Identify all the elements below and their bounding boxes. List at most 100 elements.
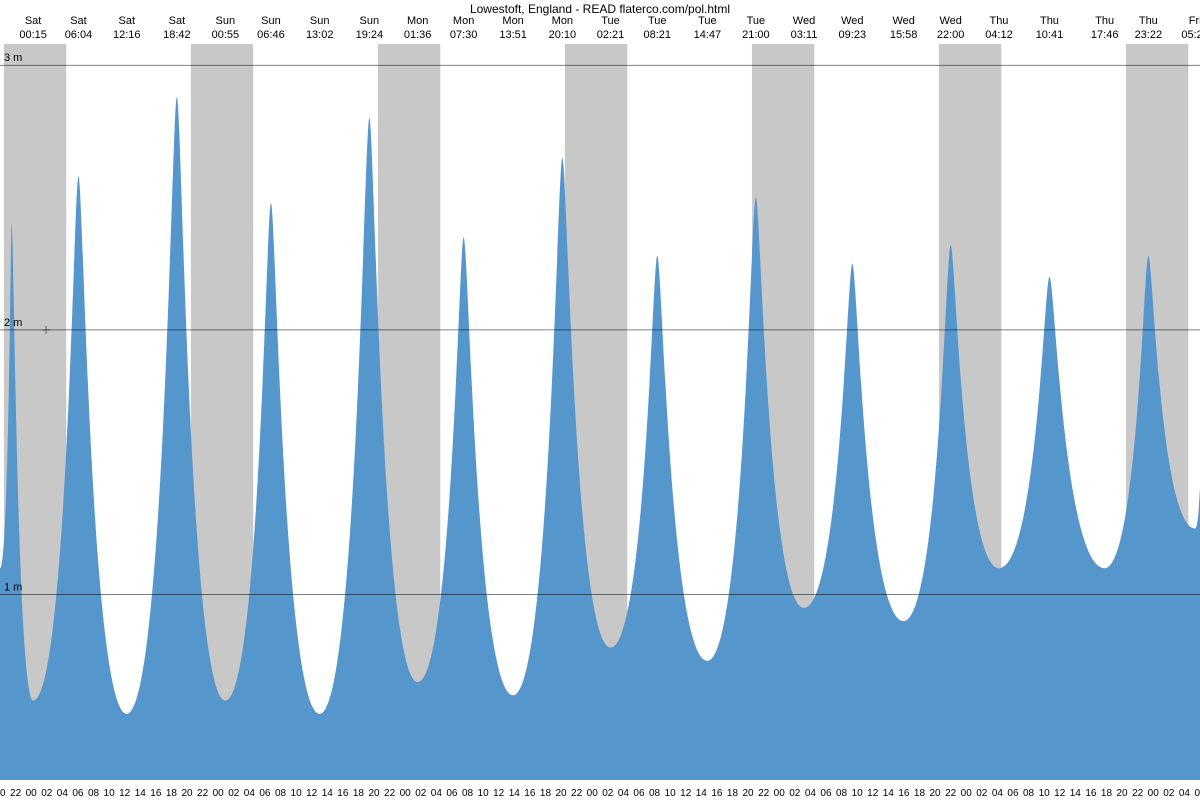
- bottom-hour-label: 08: [1023, 788, 1035, 799]
- bottom-hour-label: 08: [275, 788, 287, 799]
- bottom-hour-label: 16: [711, 788, 723, 799]
- top-tick-day: Sat: [70, 15, 87, 27]
- bottom-hour-label: 10: [104, 788, 116, 799]
- top-tick-time: 10:41: [1036, 29, 1064, 41]
- bottom-hour-label: 02: [789, 788, 801, 799]
- bottom-hour-label: 04: [1179, 788, 1191, 799]
- bottom-hour-label: 12: [1054, 788, 1066, 799]
- bottom-hour-label: 02: [41, 788, 53, 799]
- bottom-hour-label: 18: [914, 788, 926, 799]
- top-tick-time: 12:16: [113, 29, 141, 41]
- bottom-hour-label: 10: [852, 788, 864, 799]
- bottom-hour-label: 00: [961, 788, 973, 799]
- bottom-hour-label: 00: [26, 788, 38, 799]
- bottom-hour-label: 14: [696, 788, 708, 799]
- bottom-hour-label: 18: [1101, 788, 1113, 799]
- bottom-hour-label: 06: [633, 788, 645, 799]
- top-tick-day: Thu: [1139, 15, 1158, 27]
- bottom-hour-label: 22: [571, 788, 583, 799]
- bottom-hour-label: 02: [415, 788, 427, 799]
- top-tick-time: 22:00: [937, 29, 965, 41]
- top-tick-day: Sat: [25, 15, 42, 27]
- bottom-hour-label: 18: [540, 788, 552, 799]
- top-tick-day: Tue: [698, 15, 717, 27]
- top-tick-day: Tue: [648, 15, 667, 27]
- bottom-hour-label: 14: [322, 788, 334, 799]
- bottom-hour-label: 04: [57, 788, 69, 799]
- bottom-hour-label: 12: [680, 788, 692, 799]
- bottom-hour-label: 00: [213, 788, 225, 799]
- bottom-hour-label: 04: [431, 788, 443, 799]
- bottom-hour-label: 02: [1163, 788, 1175, 799]
- top-tick-day: Sun: [216, 15, 236, 27]
- top-tick-time: 21:00: [742, 29, 770, 41]
- top-tick-day: Sat: [169, 15, 186, 27]
- top-tick-day: Wed: [939, 15, 961, 27]
- bottom-hour-label: 12: [119, 788, 131, 799]
- bottom-hour-label: 06: [72, 788, 84, 799]
- bottom-hour-label: 10: [478, 788, 490, 799]
- bottom-hour-label: 00: [1148, 788, 1160, 799]
- bottom-hour-label: 12: [493, 788, 505, 799]
- bottom-hour-label: 22: [945, 788, 957, 799]
- bottom-hour-label: 00: [774, 788, 786, 799]
- bottom-hour-label: 18: [727, 788, 739, 799]
- bottom-hour-label: 08: [88, 788, 100, 799]
- top-tick-day: Tue: [601, 15, 620, 27]
- bottom-hour-label: 06: [1194, 788, 1200, 799]
- top-tick-time: 18:42: [163, 29, 191, 41]
- bottom-hour-label: 08: [649, 788, 661, 799]
- bottom-hour-label: 18: [353, 788, 365, 799]
- top-tick-day: Thu: [1095, 15, 1114, 27]
- bottom-hour-label: 02: [602, 788, 614, 799]
- bottom-hour-label: 10: [665, 788, 677, 799]
- bottom-hour-label: 14: [135, 788, 147, 799]
- top-tick-day: Mon: [502, 15, 523, 27]
- bottom-hour-label: 10: [291, 788, 303, 799]
- bottom-hour-label: 22: [758, 788, 770, 799]
- bottom-hour-label: 22: [1132, 788, 1144, 799]
- bottom-hour-label: 00: [587, 788, 599, 799]
- top-tick-day: Sun: [360, 15, 380, 27]
- bottom-hour-label: 20: [181, 788, 193, 799]
- top-tick-time: 14:47: [694, 29, 722, 41]
- top-tick-day: Mon: [552, 15, 573, 27]
- bottom-hour-label: 14: [509, 788, 521, 799]
- top-tick-time: 13:02: [306, 29, 334, 41]
- top-tick-time: 07:30: [450, 29, 478, 41]
- chart-title: Lowestoft, England - READ flaterco.com/p…: [0, 2, 1200, 16]
- bottom-hour-label: 22: [10, 788, 22, 799]
- bottom-hour-label: 20: [555, 788, 567, 799]
- bottom-hour-label: 20: [368, 788, 380, 799]
- bottom-hour-label: 16: [150, 788, 162, 799]
- bottom-hour-label: 06: [1007, 788, 1019, 799]
- bottom-hour-label: 14: [1070, 788, 1082, 799]
- top-tick-time: 02:21: [597, 29, 625, 41]
- bottom-hour-label: 04: [805, 788, 817, 799]
- tide-chart: Lowestoft, England - READ flaterco.com/p…: [0, 0, 1200, 800]
- top-tick-day: Wed: [892, 15, 914, 27]
- top-tick-time: 09:23: [839, 29, 867, 41]
- top-tick-time: 00:15: [19, 29, 47, 41]
- top-tick-time: 05:23: [1181, 29, 1200, 41]
- bottom-hour-label: 08: [836, 788, 848, 799]
- bottom-hour-label: 06: [259, 788, 271, 799]
- bottom-hour-label: 16: [337, 788, 349, 799]
- top-tick-day: Sat: [119, 15, 136, 27]
- top-tick-time: 19:24: [356, 29, 384, 41]
- top-tick-time: 06:46: [257, 29, 285, 41]
- bottom-hour-label: 22: [384, 788, 396, 799]
- top-tick-time: 04:12: [985, 29, 1013, 41]
- bottom-hour-label: 04: [244, 788, 256, 799]
- bottom-hour-label: 02: [228, 788, 240, 799]
- top-tick-day: Wed: [841, 15, 863, 27]
- bottom-hour-label: 20: [0, 788, 6, 799]
- bottom-hour-label: 06: [446, 788, 458, 799]
- y-axis-label: 2 m: [4, 317, 22, 329]
- bottom-hour-label: 06: [820, 788, 832, 799]
- bottom-hour-label: 20: [1117, 788, 1129, 799]
- bottom-hour-label: 20: [742, 788, 754, 799]
- y-axis-label: 1 m: [4, 582, 22, 594]
- bottom-hour-label: 16: [524, 788, 536, 799]
- top-tick-day: Thu: [1040, 15, 1059, 27]
